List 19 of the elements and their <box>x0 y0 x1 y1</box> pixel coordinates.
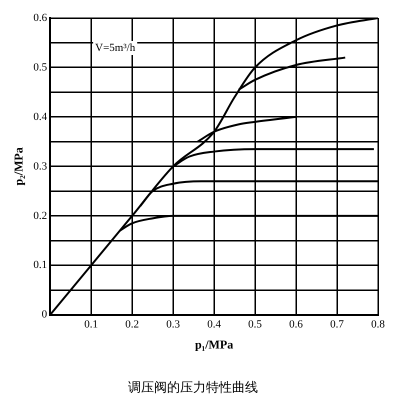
y-tick-label: 0.3 <box>33 160 48 172</box>
y-tick-label: 0.1 <box>33 259 48 272</box>
y-tick-label: 0 <box>42 308 48 321</box>
text: 调压阀的压力特性曲线 <box>128 380 258 395</box>
x-tick-label: 0.8 <box>371 318 386 330</box>
x-tick-label: 0.5 <box>248 318 262 330</box>
x-tick-label: 0.1 <box>84 318 98 330</box>
annotation: V=5m³/h <box>95 42 136 54</box>
y-tick-label: 0.2 <box>33 210 48 222</box>
x-tick-label: 0.7 <box>330 318 344 330</box>
y-tick-label: 0.5 <box>33 61 48 74</box>
y-tick-label: 0.6 <box>33 12 48 24</box>
x-tick-label: 0.6 <box>289 318 304 330</box>
x-axis-title: p₁/MPa <box>194 337 234 352</box>
x-tick-label: 0.3 <box>166 318 180 330</box>
y-axis-title: p₂/MPa <box>11 147 26 186</box>
x-tick-label: 0.2 <box>125 318 139 330</box>
x-tick-label: 0.4 <box>207 318 222 330</box>
y-tick-label: 0.4 <box>33 110 48 123</box>
